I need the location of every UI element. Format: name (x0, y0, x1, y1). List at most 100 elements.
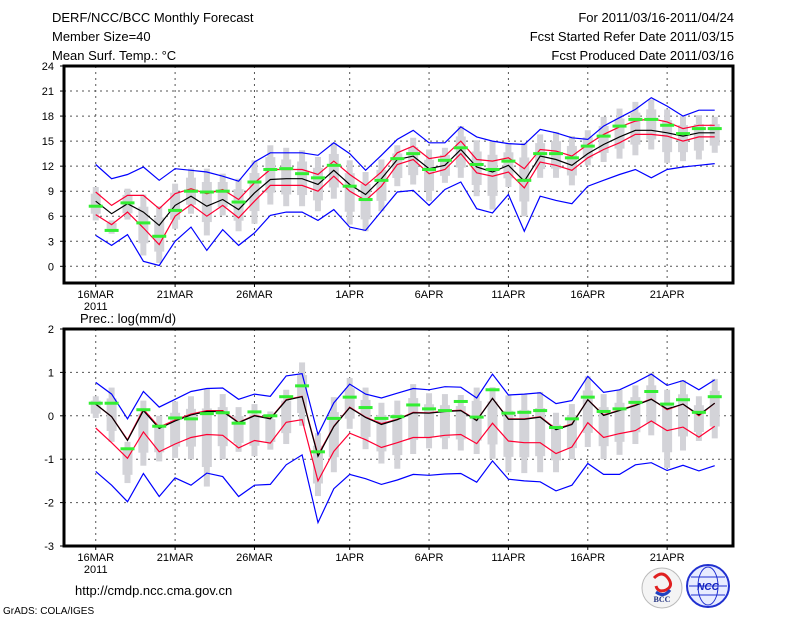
y-tick-label: 12 (42, 161, 54, 173)
observed-marker (628, 117, 643, 121)
y-tick-label: 0 (48, 261, 54, 273)
y-tick-label: -2 (44, 498, 54, 510)
forecast-period: For 2011/03/16-2011/04/24 (578, 10, 734, 25)
observed-marker (310, 450, 325, 454)
ensemble-box (281, 159, 292, 195)
ensemble-box (566, 145, 577, 176)
observed-marker (564, 417, 579, 421)
observed-marker (215, 411, 230, 415)
ensemble-box (376, 414, 387, 452)
observed-marker (279, 395, 294, 399)
x-tick-label: 1APR (335, 289, 364, 301)
ensemble-box (693, 405, 704, 433)
ensemble-box (614, 402, 625, 442)
observed-marker (310, 176, 325, 180)
x-tick-label: 6APR (415, 552, 444, 564)
observed-marker (707, 127, 722, 131)
ensemble-box (424, 404, 435, 438)
observed-marker (691, 410, 706, 414)
observed-marker (199, 190, 214, 194)
ensemble-box (249, 414, 260, 446)
bcc-logo-text: BCC (654, 595, 671, 604)
observed-marker (691, 127, 706, 131)
y-tick-label: 0 (48, 411, 54, 423)
observed-marker (390, 157, 405, 161)
observed-marker (120, 201, 135, 205)
observed-marker (660, 402, 675, 406)
y-tick-label: 3 (48, 236, 54, 248)
ensemble-box (233, 416, 244, 443)
observed-marker (437, 409, 452, 413)
ensemble-box (566, 415, 577, 449)
ensemble-box (138, 206, 149, 244)
x-tick-label: 21MAR (157, 289, 194, 301)
observed-marker (152, 424, 167, 428)
ensemble-box (551, 424, 562, 461)
ensemble-box (233, 189, 244, 221)
x-tick-label: 11APR (491, 289, 525, 301)
ensemble-box (217, 182, 228, 208)
x-tick-label: 21MAR (157, 552, 194, 564)
ensemble-box (424, 159, 435, 191)
y-tick-label: 9 (48, 186, 54, 198)
observed-marker (263, 414, 278, 418)
y-tick-label: 1 (48, 367, 54, 379)
observed-marker (533, 152, 548, 156)
observed-marker (644, 117, 659, 121)
observed-marker (358, 406, 373, 410)
plot-frame (62, 327, 735, 548)
observed-marker (326, 163, 341, 167)
bcc-logo: BCC (641, 567, 683, 609)
ensemble-box (519, 409, 530, 458)
observed-marker (231, 200, 246, 204)
observed-marker (437, 158, 452, 162)
observed-marker (533, 409, 548, 413)
observed-marker (660, 123, 675, 127)
ensemble-box (598, 407, 609, 447)
ensemble-box (297, 375, 308, 414)
footer-url[interactable]: http://cmdp.ncc.cma.gov.cn (75, 583, 232, 598)
series-mean-line (95, 395, 716, 458)
ensemble-box (360, 183, 371, 220)
ensemble-box (344, 388, 355, 419)
observed-marker (580, 144, 595, 148)
ensemble-box (90, 400, 101, 414)
ensemble-box (487, 154, 498, 196)
ensemble-box (217, 407, 228, 447)
observed-marker (596, 134, 611, 138)
precip-plot-title: Prec.: log(mm/d) (80, 311, 176, 326)
x-year-label: 2011 (84, 564, 108, 576)
ensemble-box (392, 153, 403, 179)
fcst-started-date: Fcst Started Refer Date 2011/03/15 (530, 29, 734, 44)
ensemble-box (138, 413, 149, 453)
observed-marker (628, 400, 643, 404)
ensemble-box (709, 124, 720, 146)
series-mean-line (95, 129, 715, 227)
grads-credit: GrADS: COLA/IGES (3, 606, 94, 617)
observed-marker (422, 167, 437, 171)
ensemble-box (106, 398, 117, 431)
observed-marker (279, 167, 294, 171)
observed-marker (247, 180, 262, 184)
observed-marker (104, 401, 119, 405)
observed-marker (469, 415, 484, 419)
observed-marker (676, 132, 691, 136)
ensemble-box (582, 137, 593, 159)
observed-marker (406, 152, 421, 156)
ensemble-box (90, 193, 101, 214)
ensemble-box (265, 419, 276, 443)
ensemble-box (392, 414, 403, 456)
precipitation-plot: -3 -2 -1 0 1 2 16MAR 21MAR 26MAR 1APR 6APR 11APR 16A… (44, 324, 735, 576)
y-tick-label: 15 (42, 136, 54, 148)
ensemble-box (503, 410, 514, 457)
observed-marker (183, 417, 198, 421)
x-year-label: 2011 (84, 301, 108, 313)
x-tick-label: 21APR (650, 289, 685, 301)
y-tick-label: 24 (42, 61, 54, 73)
observed-marker (612, 124, 627, 128)
observed-marker (501, 411, 516, 415)
ncc-logo: NCC (686, 564, 730, 608)
observed-marker (120, 447, 135, 451)
observed-marker (374, 178, 389, 182)
variable-label: Mean Surf. Temp.: °C (52, 48, 176, 63)
